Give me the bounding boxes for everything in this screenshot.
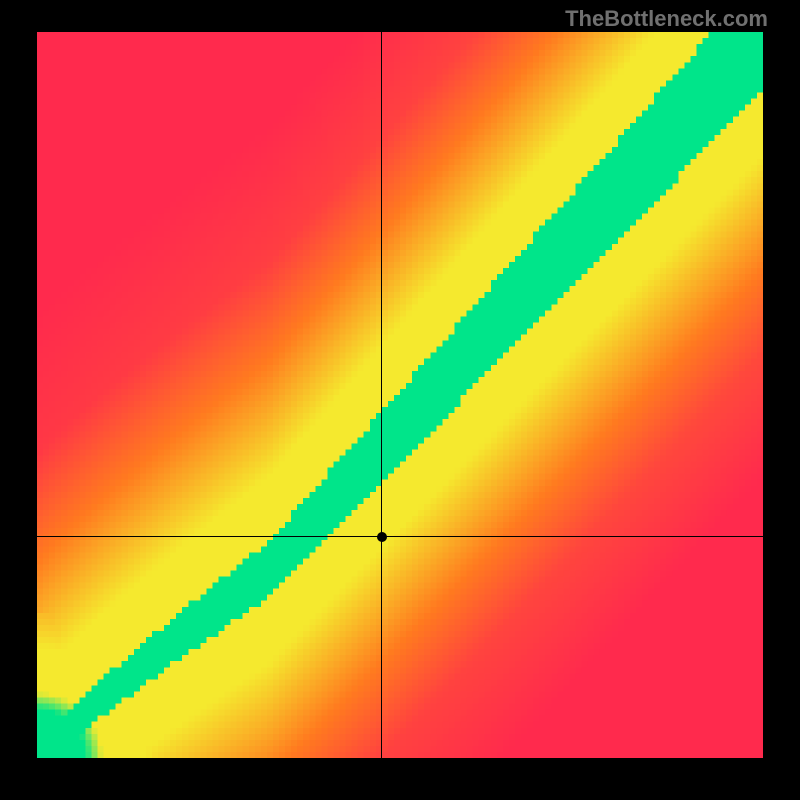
data-point-marker xyxy=(377,532,387,542)
chart-container: TheBottleneck.com xyxy=(0,0,800,800)
plot-area xyxy=(37,32,763,758)
crosshair-horizontal xyxy=(37,536,763,537)
crosshair-vertical xyxy=(381,32,382,758)
watermark-text: TheBottleneck.com xyxy=(565,6,768,32)
bottleneck-heatmap xyxy=(37,32,763,758)
